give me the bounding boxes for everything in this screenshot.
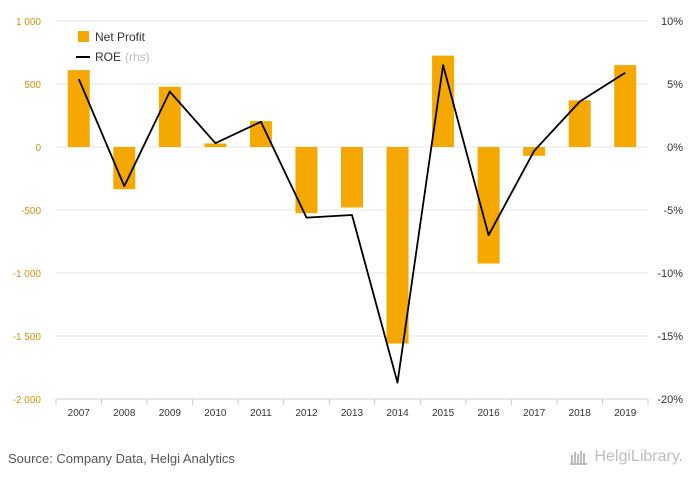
y-left-tick-label-6: -2 000 xyxy=(13,395,42,406)
y-left-tick-label-2: 0 xyxy=(35,143,41,154)
roe-line xyxy=(77,64,626,384)
y-right-tick-label-2: 0% xyxy=(667,142,683,154)
x-tick-label-2017: 2017 xyxy=(523,408,546,419)
legend-swatch-net-profit xyxy=(78,31,89,42)
y-right-tick-label-6: -20% xyxy=(657,394,683,406)
x-tick-label-2019: 2019 xyxy=(614,408,637,419)
x-tick-label-2009: 2009 xyxy=(159,408,182,419)
x-tick-label-2012: 2012 xyxy=(295,408,318,419)
y-left-tick-label-3: -500 xyxy=(21,206,41,217)
x-tick-label-2013: 2013 xyxy=(341,408,364,419)
chart: 2007 2008 2009 2010 2011 2012 2013 2014 2015 2016… xyxy=(13,16,684,419)
x-tick-label-2008: 2008 xyxy=(113,408,136,419)
bar-net-profit-2019 xyxy=(614,65,637,147)
bar-net-profit-2010 xyxy=(204,143,227,147)
library-shelf-icon xyxy=(570,451,587,465)
y-left-tick-label-4: -1 000 xyxy=(13,269,42,280)
bar-net-profit-2013 xyxy=(341,147,363,208)
bar-net-profit-2015 xyxy=(432,55,455,147)
x-tick-label-2015: 2015 xyxy=(432,408,455,419)
bar-net-profit-2014 xyxy=(386,147,409,344)
bars xyxy=(67,55,637,344)
source-note: Source: Company Data, Helgi Analytics xyxy=(8,451,235,466)
legend-roe-name: ROE xyxy=(95,50,121,64)
legend-label-roe: ROE (rhs) xyxy=(95,50,150,64)
x-tick-label-2007: 2007 xyxy=(68,408,91,419)
legend: Net Profit ROE (rhs) xyxy=(76,30,150,64)
x-tick-label-2018: 2018 xyxy=(569,408,592,419)
y-left-tick-label-5: -1 500 xyxy=(13,332,42,343)
y-right-tick-label-5: -15% xyxy=(657,331,683,343)
bar-net-profit-2011 xyxy=(249,121,272,147)
x-tick-label-2011: 2011 xyxy=(250,408,272,419)
helgi-library-logo: HelgiLibrary. xyxy=(570,448,683,466)
legend-roe-suffix: (rhs) xyxy=(125,50,150,64)
bar-net-profit-2016 xyxy=(477,147,500,264)
y-right-tick-label-0: 10% xyxy=(661,16,683,28)
y-axis-right: 10% 5% 0% -5% -10% -15% -20% xyxy=(657,16,683,406)
bar-net-profit-2012 xyxy=(295,147,318,214)
x-tick-label-2014: 2014 xyxy=(386,408,409,419)
y-axis-left: 1 000 500 0 -500 -1 000 -1 500 -2 000 xyxy=(13,17,42,406)
x-axis: 2007 2008 2009 2010 2011 2012 2013 2014 2015 2016… xyxy=(55,398,649,419)
logo-text: HelgiLibrary. xyxy=(594,448,684,465)
y-left-tick-label-0: 1 000 xyxy=(16,17,41,28)
bar-net-profit-2018 xyxy=(568,100,591,147)
bar-net-profit-2009 xyxy=(158,86,181,147)
bar-net-profit-2007 xyxy=(67,70,90,147)
legend-label-net-profit: Net Profit xyxy=(95,30,146,44)
y-right-tick-label-4: -10% xyxy=(657,268,683,280)
bar-net-profit-2008 xyxy=(113,147,136,190)
x-tick-label-2016: 2016 xyxy=(477,408,500,419)
roe-line-layer xyxy=(77,64,626,384)
y-right-tick-label-3: -5% xyxy=(663,205,683,217)
y-left-tick-label-1: 500 xyxy=(24,80,41,91)
x-tick-label-2010: 2010 xyxy=(204,408,227,419)
y-right-tick-label-1: 5% xyxy=(667,79,683,91)
